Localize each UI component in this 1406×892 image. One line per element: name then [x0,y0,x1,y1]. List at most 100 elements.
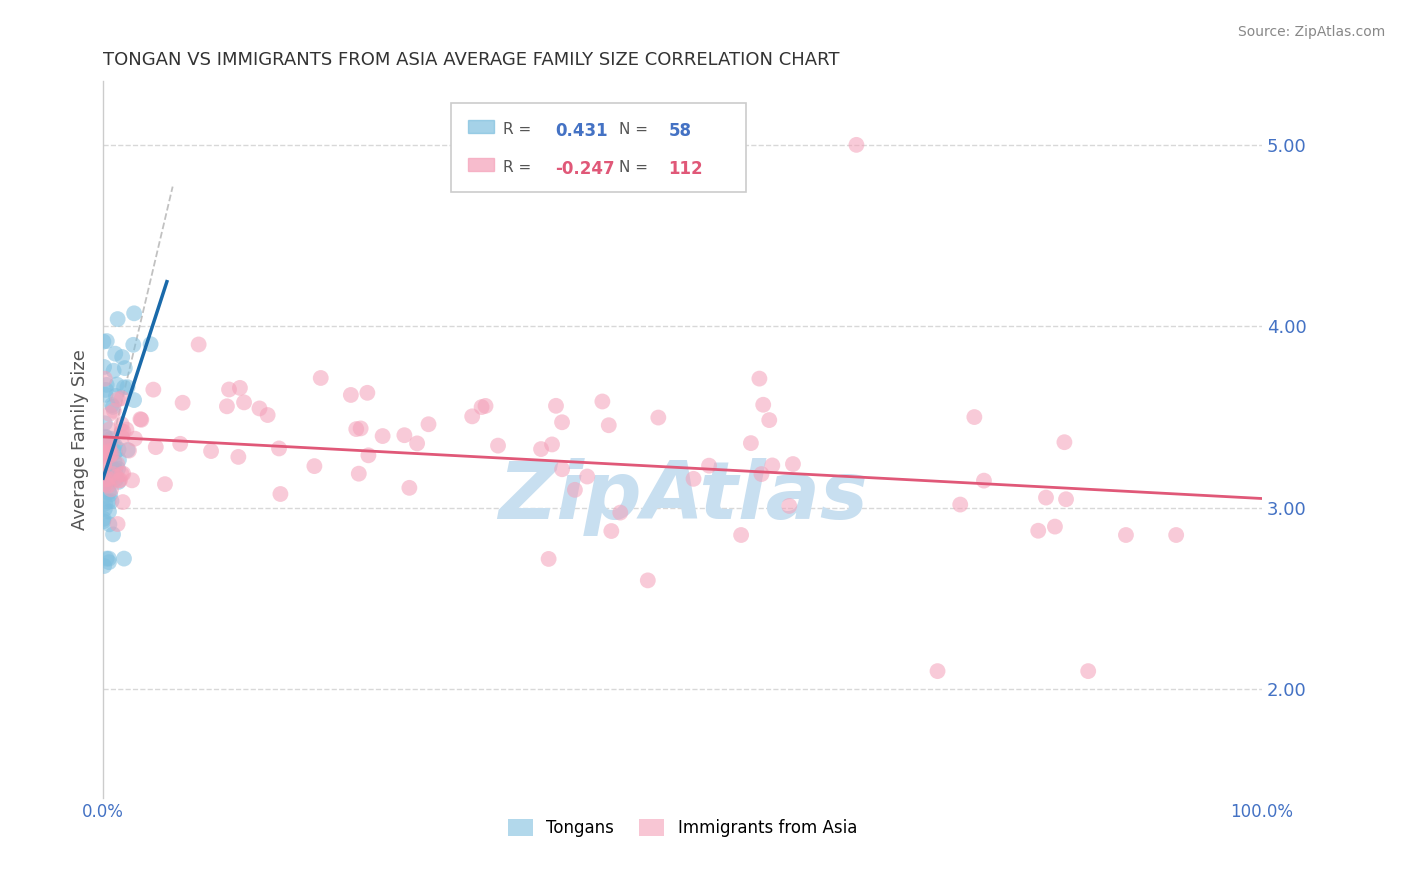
Point [406,436,429,450]
Point [564,483,586,497]
Point [394,428,416,442]
Point [169,437,191,451]
Point [104,347,127,361]
Point [104,463,127,477]
Point [101,400,124,414]
Point [697,458,720,473]
Point [551,462,574,476]
Point [647,410,669,425]
Point [740,436,762,450]
Point [269,487,291,501]
Point [471,400,494,414]
Point [111,495,134,509]
Point [309,371,332,385]
Point [340,388,363,402]
Point [108,473,131,487]
Point [105,457,128,471]
Point [598,418,620,433]
Point [761,458,783,473]
Point [541,437,564,451]
Point [93,334,115,349]
Point [111,424,134,438]
Point [98,472,121,486]
Point [107,462,129,476]
Point [963,410,986,425]
Text: Source: ZipAtlas.com: Source: ZipAtlas.com [1237,25,1385,39]
Point [117,380,139,394]
Point [215,399,238,413]
Y-axis label: Average Family Size: Average Family Size [72,350,89,530]
Point [93,446,115,460]
Point [100,449,122,463]
Point [93,458,115,473]
Point [101,462,124,476]
Text: ZipAtlas: ZipAtlas [498,458,868,536]
Point [949,498,972,512]
Point [111,350,134,364]
Point [97,485,120,500]
Point [107,516,129,531]
Point [93,456,115,470]
FancyBboxPatch shape [468,120,494,133]
Point [576,469,599,483]
Point [122,393,145,408]
Point [93,512,115,526]
Point [530,442,553,456]
Point [1043,519,1066,533]
Point [474,399,496,413]
Text: 58: 58 [669,122,692,140]
Point [94,372,117,386]
Text: N =: N = [619,122,652,137]
Point [200,444,222,458]
Point [94,430,117,444]
Text: N =: N = [619,161,652,175]
Point [1054,492,1077,507]
Text: -0.247: -0.247 [555,161,614,178]
Point [101,467,124,481]
Point [267,442,290,456]
Point [105,470,128,484]
Point [117,442,139,457]
Point [1077,664,1099,678]
Point [97,437,120,451]
Point [110,417,132,432]
Point [187,337,209,351]
Point [256,408,278,422]
Point [101,527,124,541]
Point [94,417,117,431]
Point [96,334,118,348]
Point [461,409,484,424]
Point [111,430,134,444]
Point [94,496,117,510]
Point [122,338,145,352]
Point [98,555,121,569]
Point [544,399,567,413]
Point [104,389,127,403]
Point [730,528,752,542]
Point [96,430,118,444]
Point [124,432,146,446]
Point [98,422,121,436]
Point [100,464,122,478]
Point [105,377,128,392]
Point [1026,524,1049,538]
Point [112,425,135,439]
Point [398,481,420,495]
Point [845,137,868,152]
Point [1035,491,1057,505]
Point [115,423,138,437]
Point [104,438,127,452]
Point [249,401,271,416]
Point [97,551,120,566]
FancyBboxPatch shape [451,103,747,193]
Point [229,381,252,395]
Point [145,440,167,454]
Point [98,487,121,501]
Point [486,439,509,453]
Point [96,551,118,566]
Point [98,407,121,421]
Point [927,664,949,678]
Point [97,478,120,492]
Point [122,306,145,320]
Text: TONGAN VS IMMIGRANTS FROM ASIA AVERAGE FAMILY SIZE CORRELATION CHART: TONGAN VS IMMIGRANTS FROM ASIA AVERAGE F… [103,51,839,69]
